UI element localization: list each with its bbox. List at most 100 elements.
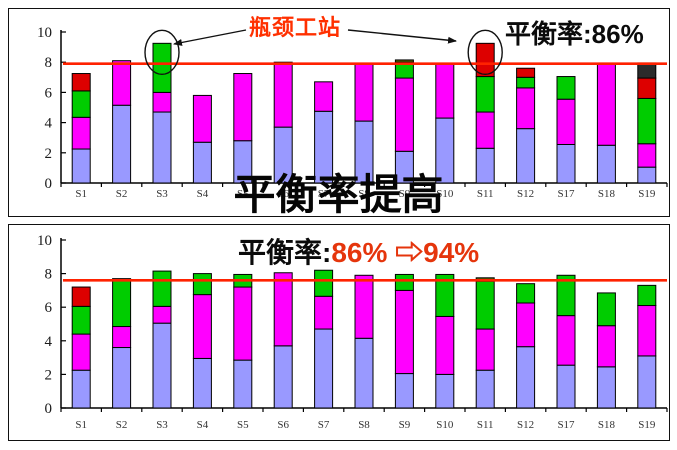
bar-S11: [475, 42, 495, 184]
x-category-label: S7: [318, 188, 330, 200]
bar-segment-red: [71, 286, 91, 307]
bar-segment-blue: [556, 364, 576, 409]
bar-segment-blue: [273, 345, 293, 409]
bar-segment-green: [152, 270, 172, 307]
bar-segment-green: [475, 280, 495, 330]
bar-segment-blue: [516, 346, 536, 409]
bar-segment-magenta: [192, 94, 212, 143]
bar-S9: [394, 273, 414, 409]
bar-S17: [556, 274, 576, 409]
y-tick-label: 2: [45, 367, 53, 383]
bar-segment-blue: [192, 141, 212, 184]
bar-S10: [435, 273, 455, 409]
bar-segment-dark: [637, 62, 657, 79]
balance-after-change: 86% ⇨94%: [331, 237, 480, 268]
bar-segment-blue: [516, 128, 536, 184]
bar-segment-magenta: [354, 274, 374, 339]
bar-S7: [314, 269, 334, 409]
bar-segment-green: [71, 90, 91, 118]
arrow-to-s11: [347, 29, 457, 44]
bar-segment-blue: [112, 104, 132, 184]
bar-S8: [354, 63, 374, 184]
bar-S3: [152, 270, 172, 409]
improvement-title: 平衡率提高: [233, 171, 444, 218]
y-tick-label: 2: [45, 146, 53, 162]
bottleneck-arrows: [173, 29, 457, 46]
bar-segment-green: [152, 42, 172, 93]
bar-segment-blue: [233, 359, 253, 409]
bar-segment-magenta: [637, 305, 657, 357]
x-category-label: S17: [557, 188, 575, 200]
bar-segment-green: [556, 76, 576, 100]
bar-segment-blue: [152, 322, 172, 409]
bar-segment-blue: [475, 147, 495, 184]
bar-segment-green: [516, 283, 536, 304]
bottleneck-circle-S11: [467, 29, 503, 76]
bar-segment-green: [435, 273, 455, 317]
bar-segment-blue: [192, 357, 212, 409]
bar-S12: [516, 67, 536, 184]
bar-S4: [192, 94, 212, 184]
x-category-label: S9: [399, 188, 411, 200]
bar-S1: [71, 73, 91, 184]
bar-segment-blue: [556, 143, 576, 184]
x-category-label: S7: [318, 419, 330, 431]
bar-S18: [596, 63, 616, 184]
bar-segment-green: [637, 284, 657, 307]
bar-S5: [233, 73, 253, 184]
balance-after-prefix: 平衡率:: [238, 237, 332, 268]
bar-segment-blue: [637, 355, 657, 409]
x-category-label: S11: [477, 188, 494, 200]
x-category-label: S5: [237, 419, 249, 431]
bar-segment-magenta: [192, 294, 212, 359]
bar-segment-blue: [394, 373, 414, 409]
bar-S6: [273, 272, 293, 409]
bar-S6: [273, 61, 293, 184]
bar-segment-magenta: [152, 305, 172, 324]
bar-segment-blue: [314, 328, 334, 409]
bar-segment-magenta: [475, 111, 495, 149]
x-category-label: S17: [557, 419, 575, 431]
balance-rate-after-label: 平衡率:86% ⇨94%: [238, 239, 479, 267]
bar-S3: [152, 42, 172, 184]
bar-S10: [435, 63, 455, 184]
bar-segment-magenta: [394, 289, 414, 375]
bar-segment-magenta: [596, 63, 616, 146]
bar-segment-red: [516, 67, 536, 78]
x-category-label: S1: [75, 188, 87, 200]
bar-segment-magenta: [354, 63, 374, 122]
y-tick-label: 10: [37, 25, 52, 41]
x-category-label: S4: [197, 419, 209, 431]
x-category-label: S9: [399, 419, 411, 431]
x-category-label: S11: [477, 419, 494, 431]
bar-segment-blue: [71, 148, 91, 184]
bar-segment-magenta: [516, 302, 536, 348]
bar-segment-red: [71, 73, 91, 92]
bar-segment-magenta: [314, 81, 334, 112]
y-tick-label: 4: [45, 334, 53, 350]
bar-segment-magenta: [435, 315, 455, 375]
bar-segment-magenta: [394, 77, 414, 152]
bar-segment-blue: [475, 369, 495, 409]
bar-segment-magenta: [273, 61, 293, 128]
bar-S7: [314, 81, 334, 184]
bar-segment-blue: [596, 366, 616, 409]
before-chart: 0 2 4 6 8 10 S1 S2 S3 S4 S5 S6 S7 S8 S9 S10 S11 S12 S17 S18…: [37, 25, 668, 200]
x-category-label: S8: [358, 188, 370, 200]
bar-S11: [475, 277, 495, 409]
x-category-label: S19: [638, 188, 656, 200]
bar-S9: [394, 59, 414, 184]
bar-segment-blue: [596, 144, 616, 184]
bar-segment-green: [475, 76, 495, 113]
y-tick-label: 4: [45, 116, 53, 132]
bottleneck-circle-S3: [144, 29, 180, 76]
bar-segment-magenta: [314, 295, 334, 330]
x-category-label: S3: [156, 419, 168, 431]
bar-segment-red: [637, 77, 657, 99]
bar-segment-green: [394, 273, 414, 291]
x-category-label: S2: [116, 419, 128, 431]
bar-segment-magenta: [112, 326, 132, 349]
bar-segment-magenta: [435, 63, 455, 119]
y-tick-label: 0: [45, 401, 53, 417]
